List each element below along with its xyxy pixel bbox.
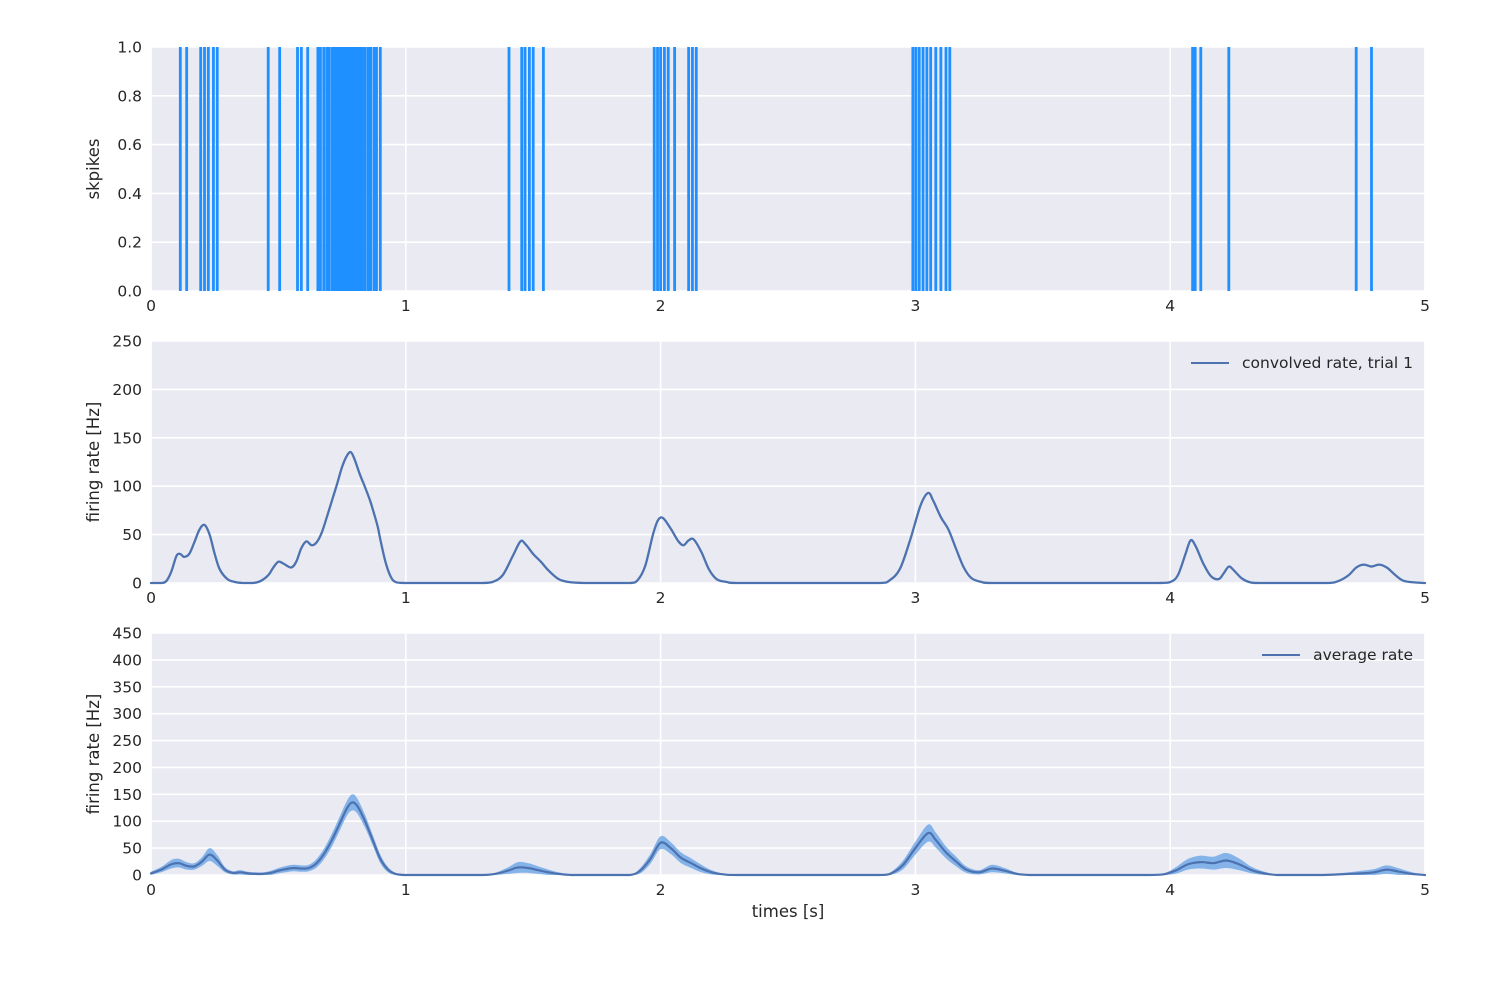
x-tick-label: 4 bbox=[1165, 589, 1175, 607]
rate-curve bbox=[149, 450, 1427, 585]
mean-rate-curve bbox=[149, 801, 1427, 877]
y-tick-label: 50 bbox=[122, 840, 142, 858]
x-axis-label: times [s] bbox=[752, 902, 825, 921]
plot-area bbox=[151, 633, 1425, 875]
y-tick-label: 300 bbox=[112, 705, 142, 723]
raster-y-axis-label: skpikes bbox=[84, 139, 103, 200]
x-tick-label: 4 bbox=[1165, 881, 1175, 899]
y-tick-label: 0.6 bbox=[117, 136, 142, 154]
x-tick-label: 2 bbox=[656, 881, 666, 899]
x-tick-label: 3 bbox=[910, 881, 920, 899]
y-tick-label: 100 bbox=[112, 478, 142, 496]
y-tick-label: 1.0 bbox=[117, 39, 142, 57]
y-tick-label: 100 bbox=[112, 813, 142, 831]
legend-average-rate: average rate bbox=[1262, 645, 1413, 665]
y-tick-label: 0.4 bbox=[117, 185, 142, 203]
y-tick-label: 0.0 bbox=[117, 283, 142, 301]
x-tick-label: 2 bbox=[656, 589, 666, 607]
y-tick-label: 350 bbox=[112, 678, 142, 696]
y-tick-label: 250 bbox=[112, 333, 142, 351]
x-tick-label: 1 bbox=[401, 589, 411, 607]
y-tick-label: 400 bbox=[112, 651, 142, 669]
x-tick-label: 0 bbox=[146, 589, 156, 607]
y-tick-label: 200 bbox=[112, 759, 142, 777]
y-tick-label: 250 bbox=[112, 732, 142, 750]
legend-label: average rate bbox=[1313, 646, 1413, 664]
x-tick-label: 5 bbox=[1420, 881, 1430, 899]
legend-convolved-rate: convolved rate, trial 1 bbox=[1191, 353, 1413, 373]
y-tick-label: 50 bbox=[122, 526, 142, 544]
y-tick-label: 150 bbox=[112, 429, 142, 447]
x-tick-label: 2 bbox=[656, 297, 666, 315]
x-tick-label: 5 bbox=[1420, 297, 1430, 315]
legend-label: convolved rate, trial 1 bbox=[1242, 354, 1413, 372]
x-tick-label: 0 bbox=[146, 297, 156, 315]
subplot-0: 0 1 2 3 4 5 0.0 0.2 0.4 0.6 0.8 1.0 bbox=[117, 39, 1430, 316]
average-rate-y-axis-label: firing rate [Hz] bbox=[84, 694, 103, 815]
y-tick-label: 0.8 bbox=[117, 87, 142, 105]
y-tick-label: 0.2 bbox=[117, 234, 142, 252]
y-tick-label: 0 bbox=[132, 575, 142, 593]
trial-rate-y-axis-label: firing rate [Hz] bbox=[84, 402, 103, 523]
subplots: 0 1 2 3 4 50.00.20.40.60.81.00 1 2 3 4 50501001502… bbox=[112, 39, 1430, 900]
x-tick-label: 3 bbox=[910, 589, 920, 607]
legend-line-sample bbox=[1262, 654, 1301, 656]
y-tick-label: 150 bbox=[112, 786, 142, 804]
x-tick-label: 0 bbox=[146, 881, 156, 899]
x-tick-label: 3 bbox=[910, 297, 920, 315]
y-tick-label: 0 bbox=[132, 867, 142, 885]
plot-area bbox=[151, 341, 1425, 583]
x-tick-label: 5 bbox=[1420, 589, 1430, 607]
x-tick-label: 4 bbox=[1165, 297, 1175, 315]
x-tick-label: 1 bbox=[401, 881, 411, 899]
y-tick-label: 450 bbox=[112, 625, 142, 643]
legend-line-sample bbox=[1191, 362, 1230, 364]
y-tick-label: 200 bbox=[112, 381, 142, 399]
x-tick-label: 1 bbox=[401, 297, 411, 315]
